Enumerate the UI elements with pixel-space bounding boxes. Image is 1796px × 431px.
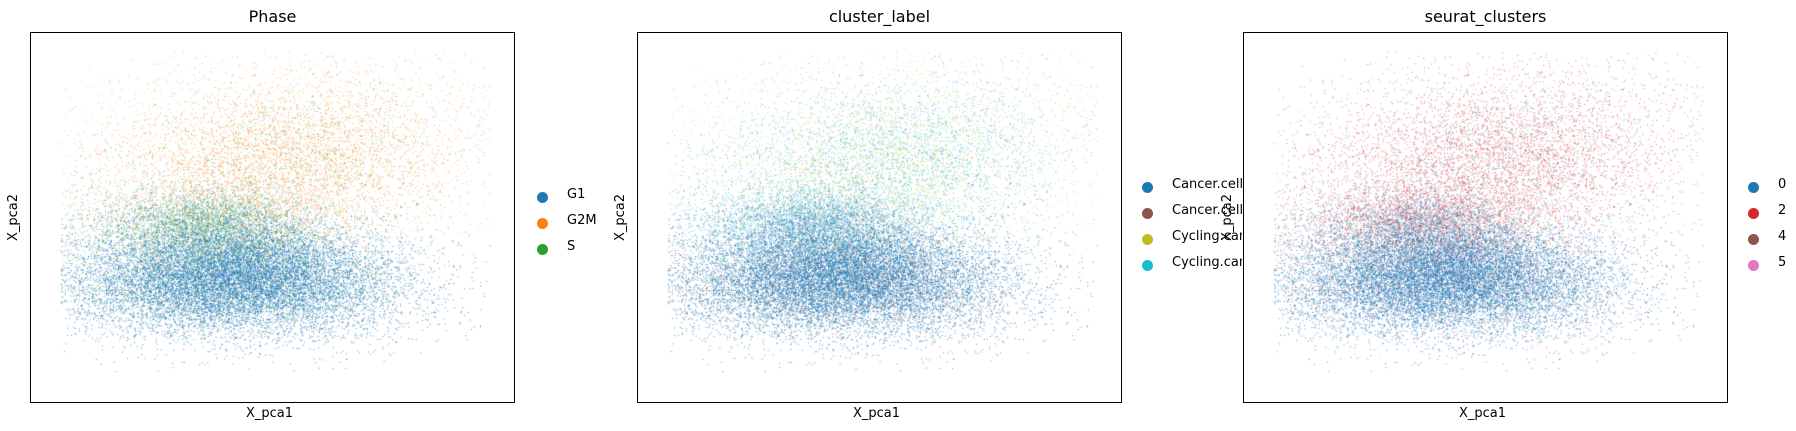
legend-marker: [1748, 208, 1759, 219]
legend-label: G2M: [567, 213, 597, 228]
legend-item: Cancer.cell: [1142, 202, 1242, 228]
legend: Cancer.cell Cancer.cell Cycling.cancer C…: [1142, 176, 1242, 280]
legend-label: G1: [567, 187, 586, 202]
legend-label: 0: [1778, 177, 1787, 192]
x-axis-label: X_pca1: [246, 406, 294, 421]
legend-label: Cancer.cell: [1172, 177, 1242, 192]
legend-label: 2: [1778, 203, 1787, 218]
chart-title: Phase: [248, 7, 297, 26]
legend-marker: [1142, 234, 1153, 245]
legend-marker: [1142, 208, 1153, 219]
legend-marker: [1748, 234, 1759, 245]
legend-label: Cycling.cancer: [1172, 255, 1242, 270]
legend-item: Cancer.cell: [1142, 176, 1242, 202]
legend-marker: [1748, 182, 1759, 193]
scatter-points: [31, 33, 514, 402]
legend-marker: [1142, 182, 1153, 193]
legend-marker: [1142, 260, 1153, 271]
plot-area: [1243, 32, 1728, 403]
legend-label: 4: [1778, 229, 1787, 244]
legend-marker: [537, 244, 548, 255]
legend-label: S: [567, 239, 576, 254]
chart-title: cluster_label: [828, 7, 931, 26]
x-axis-label: X_pca1: [1459, 406, 1507, 421]
plot-area: [637, 32, 1122, 403]
scatter-panel-cluster-label: cluster_label X_pca1 X_pca2 Cancer.cell …: [613, 7, 1242, 421]
legend-item: Cycling.cancer: [1142, 254, 1242, 280]
legend-marker: [1748, 260, 1759, 271]
scatter-points: [1244, 33, 1727, 402]
legend-label: Cycling.cancer: [1172, 229, 1242, 244]
x-axis-label: X_pca1: [853, 406, 901, 421]
legend-marker: [537, 218, 548, 229]
y-axis-label: X_pca2: [1220, 193, 1236, 242]
scatter-panel-phase: Phase X_pca1 X_pca2 G1 G2M S: [0, 0, 600, 431]
plot-area: [30, 32, 515, 403]
legend-item: Cycling.cancer: [1142, 228, 1242, 254]
legend-label: 5: [1778, 255, 1787, 270]
legend-marker: [537, 192, 548, 203]
legend-label: Cancer.cell: [1172, 203, 1242, 218]
chart-title: seurat_clusters: [1424, 7, 1547, 26]
scatter-points: [638, 33, 1121, 402]
